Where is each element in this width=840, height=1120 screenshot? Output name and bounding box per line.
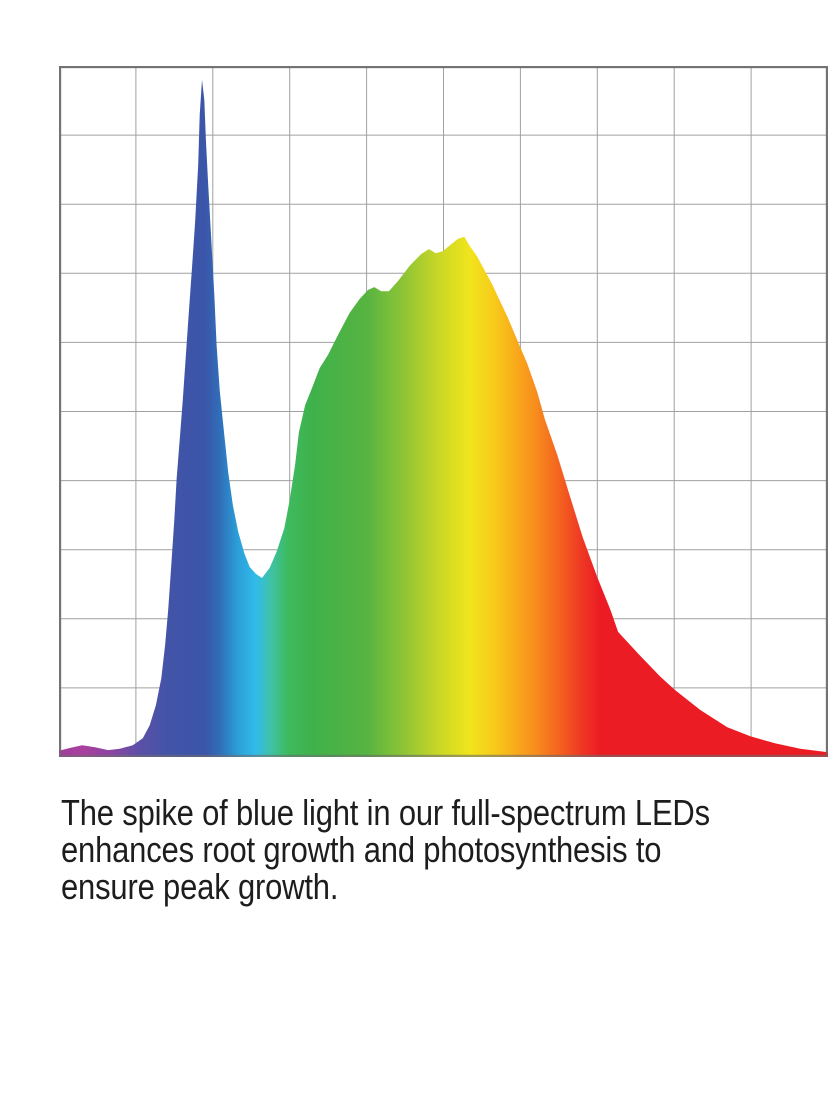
caption: The spike of blue light in our full-spec… bbox=[61, 794, 816, 905]
spectrum-svg bbox=[59, 66, 828, 757]
caption-line-3: ensure peak growth. bbox=[61, 866, 339, 907]
caption-line-1: The spike of blue light in our full-spec… bbox=[61, 792, 710, 833]
spectrum-chart bbox=[59, 66, 828, 757]
spectrum-area bbox=[59, 79, 828, 757]
chart-border-overlay bbox=[59, 66, 828, 757]
caption-line-2: enhances root growth and photosynthesis … bbox=[61, 829, 662, 870]
